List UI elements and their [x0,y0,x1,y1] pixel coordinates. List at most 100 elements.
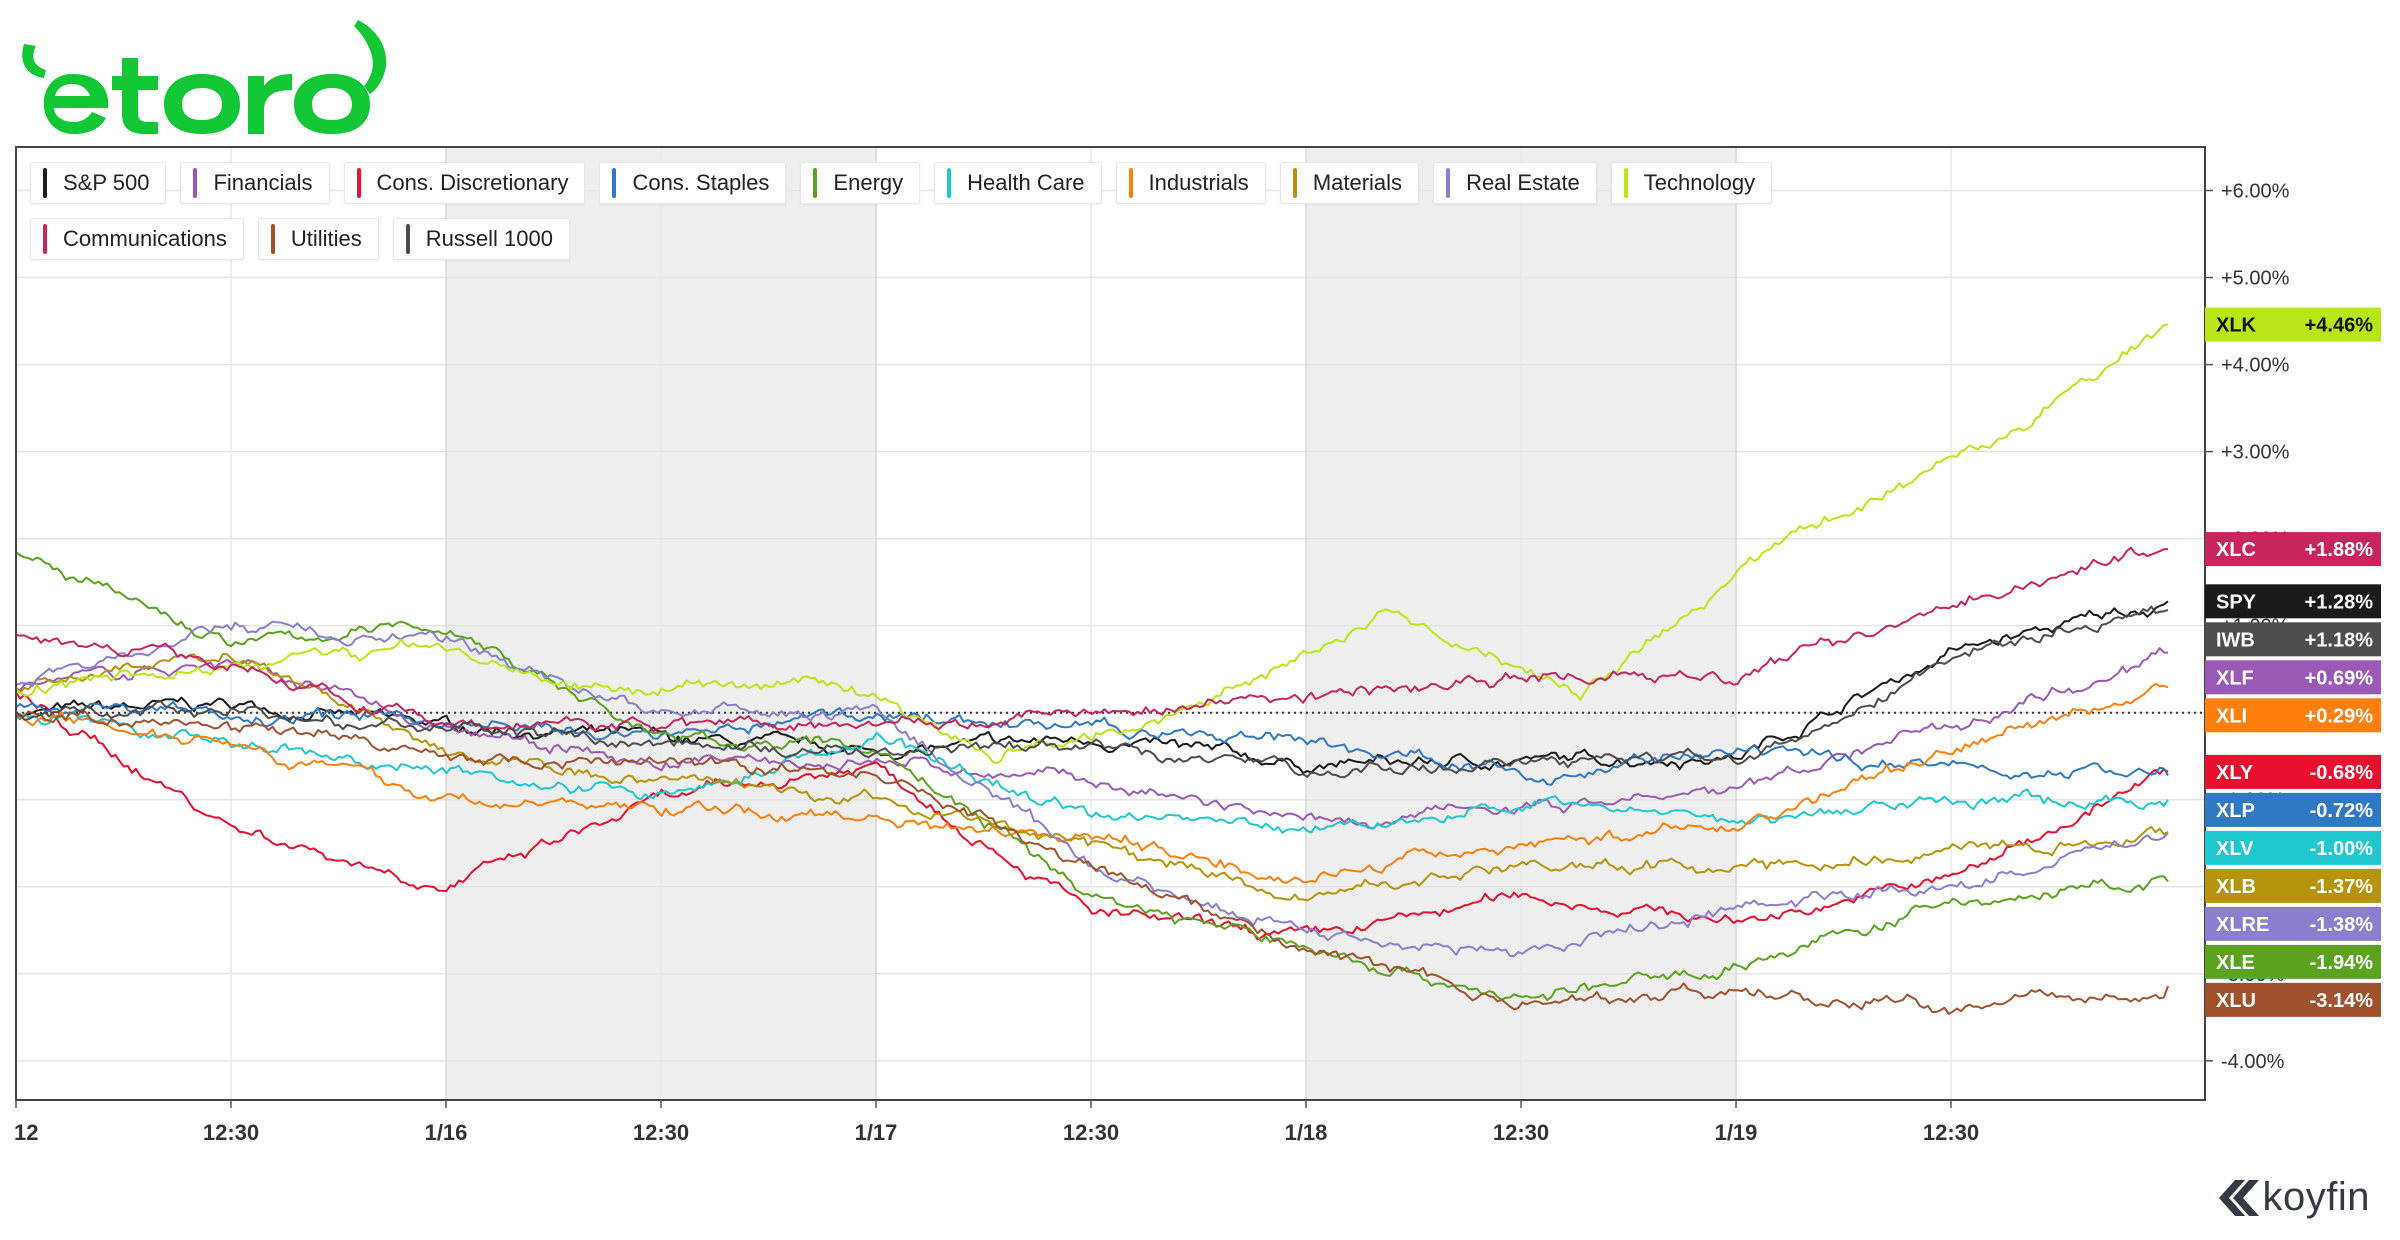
legend-swatch [405,224,410,254]
x-tick-label: 12 [14,1120,38,1145]
series-line-iwb [15,605,2169,779]
price-tag-value: +4.46% [2305,315,2374,337]
price-tag-value: -1.00% [2310,838,2374,860]
legend-label: Communications [63,226,227,251]
y-tick-label: -4.00% [2221,1051,2285,1073]
price-tag-ticker: XLF [2216,667,2254,689]
legend-label: Real Estate [1466,170,1580,195]
price-tag-value: +1.28% [2305,591,2374,613]
legend-label: Health Care [967,170,1085,195]
koyfin-chevron-icon [2218,1179,2259,1216]
legend-item[interactable]: Industrials [1115,162,1266,204]
legend-item[interactable]: Energy [800,162,921,204]
price-tag-xli [2205,698,2381,733]
price-tag-value: +1.18% [2305,629,2374,651]
etoro-logo [22,20,387,134]
x-tick-label: 1/17 [855,1120,898,1145]
series-line-xlf [15,647,2169,830]
legend-label: Cons. Staples [632,170,770,195]
legend-item[interactable]: S&P 500 [30,162,167,204]
x-tick-label: 1/16 [425,1120,468,1145]
legend-item[interactable]: Materials [1279,162,1420,204]
x-tick-label: 12:30 [1923,1120,1979,1145]
series-line-xlk [15,323,2169,765]
y-tick-label: +4.00% [2221,355,2290,377]
price-tag-ticker: XLB [2216,876,2256,898]
legend-swatch [43,224,47,254]
price-tag-value: -1.94% [2310,952,2374,974]
legend-label: Energy [833,170,904,195]
legend-item[interactable]: Utilities [257,218,379,260]
legend-swatch [1292,168,1297,198]
price-tag-xlp [2205,792,2381,827]
price-tag-xlf [2205,660,2381,695]
price-tag-xle [2205,944,2381,979]
price-tag-ticker: XLI [2216,705,2247,727]
x-tick-label: 12:30 [633,1120,689,1145]
price-tag-ticker: XLC [2216,539,2256,561]
legend-item[interactable]: Communications [30,218,244,260]
price-tag-xlv [2205,830,2381,865]
price-tag-ticker: SPY [2216,591,2257,613]
series-line-xlc [15,546,2169,733]
plot-frame [15,146,2206,1101]
koyfin-logo: koyfin [2215,1175,2371,1220]
legend-row: Communications Utilities Russell 1000 [30,218,1830,260]
price-tag-xlb [2205,868,2381,903]
legend-swatch [813,168,818,198]
price-tag-value: -1.38% [2310,914,2374,936]
legend-label: Russell 1000 [425,226,553,251]
legend-swatch [1623,168,1628,198]
price-tag-value: +0.69% [2305,667,2374,689]
x-tick-label: 1/18 [1285,1120,1328,1145]
legend-label: Materials [1312,170,1403,195]
series-line-xle [15,551,2169,1002]
price-tag-ticker: XLK [2216,315,2257,337]
series-line-xlu [15,708,2169,1015]
series-line-xlv [15,710,2169,834]
price-tag-xlk [2205,307,2381,342]
legend-item[interactable]: Financials [180,162,330,204]
series-line-xly [15,692,2169,941]
price-tag-ticker: XLE [2216,952,2255,974]
legend-label: Technology [1643,170,1756,195]
price-tag-iwb [2205,622,2381,657]
price-tag-ticker: XLY [2216,762,2254,784]
legend-item[interactable]: Cons. Staples [599,162,787,204]
legend-label: Industrials [1148,170,1249,195]
series-line-xlp [15,701,2169,786]
price-tag-ticker: XLU [2216,990,2256,1012]
legend-item[interactable]: Russell 1000 [392,218,570,260]
legend-row: S&P 500 Financials Cons. Discretionary Cons… [30,162,1830,204]
price-tag-xlre [2205,906,2381,941]
legend-swatch [193,168,198,198]
price-tag-value: +1.88% [2305,539,2374,561]
price-tag-ticker: IWB [2216,629,2255,651]
legend-item[interactable]: Real Estate [1433,162,1597,204]
price-tag-value: -0.72% [2310,800,2374,822]
x-tick-label: 12:30 [1493,1120,1549,1145]
legend-label: Utilities [290,226,362,251]
series-line-spy [15,600,2169,774]
legend-swatch [356,168,361,198]
legend-item[interactable]: Health Care [934,162,1102,204]
price-tag-ticker: XLP [2216,800,2255,822]
price-tag-xly [2205,754,2381,789]
legend-label: Financials [213,170,313,195]
legend-item[interactable]: Technology [1610,162,1773,204]
legend-swatch [612,168,617,198]
price-tag-spy [2205,584,2381,619]
legend-swatch [43,168,47,198]
legend-swatch [1446,168,1451,198]
legend-swatch [1128,168,1133,198]
price-tag-value: -1.37% [2310,876,2374,898]
price-tag-xlu [2205,982,2381,1017]
series-line-xlb [15,653,2169,902]
x-tick-label: 12:30 [1063,1120,1119,1145]
legend-item[interactable]: Cons. Discretionary [343,162,586,204]
price-tag-ticker: XLRE [2216,914,2269,936]
chart-legend: S&P 500 Financials Cons. Discretionary Cons… [30,162,1830,274]
price-tag-value: +0.29% [2305,705,2374,727]
legend-label: S&P 500 [63,170,150,195]
